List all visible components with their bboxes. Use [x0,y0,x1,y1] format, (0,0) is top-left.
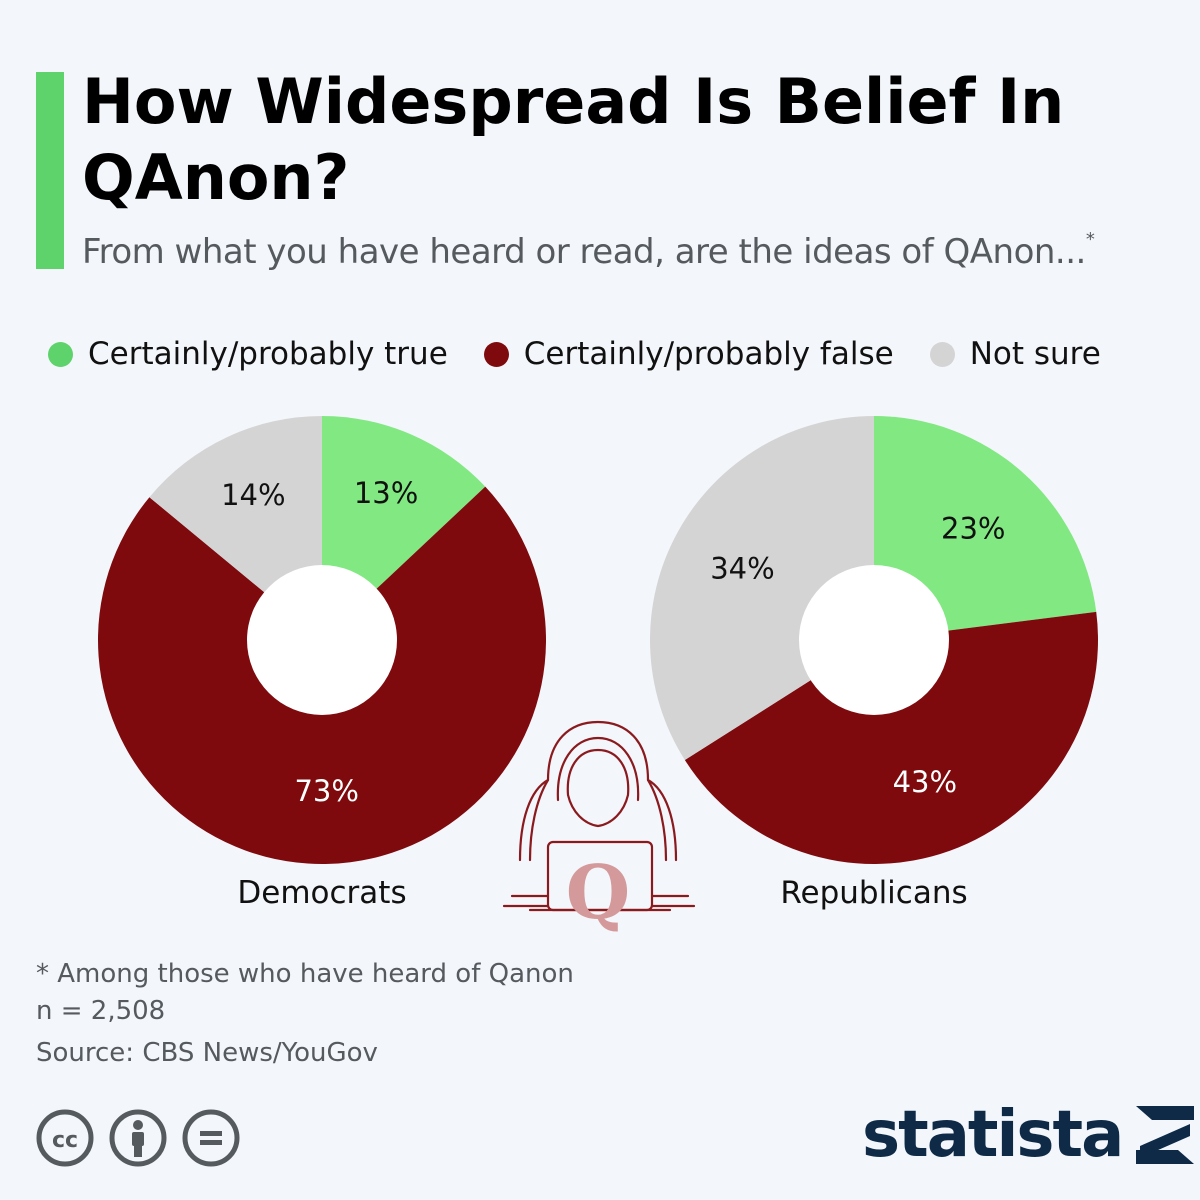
hooded-figure-laptop-icon: Q [502,720,696,936]
slice-republicans-1 [684,611,1098,864]
slice-label-republicans-2: 34% [710,552,774,586]
license-icons: cc [36,1109,255,1167]
legend-item-not-sure: Not sure [929,336,1101,372]
creative-commons-icon[interactable]: cc [36,1109,94,1167]
accent-bar [36,72,64,269]
legend-label-false: Certainly/probably false [523,336,894,372]
slice-republicans-0 [874,416,1097,640]
series-label-republicans: Republicans [780,875,967,911]
footnote: * Among those who have heard of Qanon n … [36,956,574,1072]
slice-label-republicans-0: 23% [941,511,1005,545]
legend-swatch-false [483,341,509,367]
donut-hole [799,565,949,715]
slice-label-democrats-1: 73% [294,774,358,808]
footnote-sample: n = 2,508 [36,996,166,1026]
legend-swatch-true [48,341,73,367]
attribution-icon[interactable] [109,1109,167,1167]
brand-name: statista [862,1098,1124,1172]
donut-chart-democrats: 13% 73% 14% Democrats [97,416,546,911]
slice-label-republicans-1: 43% [893,765,957,799]
series-label-democrats: Democrats [237,875,406,911]
svg-text:cc: cc [52,1128,78,1153]
brand: statista [862,1090,1195,1180]
legend: Certainly/probably true Certainly/probab… [48,332,1137,376]
legend-item-true: Certainly/probably true [48,336,448,372]
chart-subtitle: From what you have heard or read, are th… [82,228,1182,272]
slice-label-democrats-2: 14% [221,478,285,512]
source-text: Source: CBS News/YouGov [36,1038,378,1068]
legend-label-true: Certainly/probably true [88,336,448,372]
no-derivatives-icon[interactable] [182,1109,240,1167]
donut-chart-republicans: 23% 43% 34% Republicans [650,416,1098,911]
chart-title: How Widespread Is Belief In QAnon? [82,65,1065,214]
legend-swatch-not-sure [929,341,955,367]
q-letter: Q [566,850,630,936]
legend-item-false: Certainly/probably false [483,336,894,372]
statista-logo-icon [1136,1106,1195,1164]
subtitle-note-mark: * [1085,228,1095,250]
slice-label-democrats-0: 13% [354,476,418,510]
subtitle-text: From what you have heard or read, are th… [82,232,1086,272]
donut-hole [247,565,397,715]
footnote-note: * Among those who have heard of Qanon [36,959,574,989]
legend-label-not-sure: Not sure [969,336,1101,372]
